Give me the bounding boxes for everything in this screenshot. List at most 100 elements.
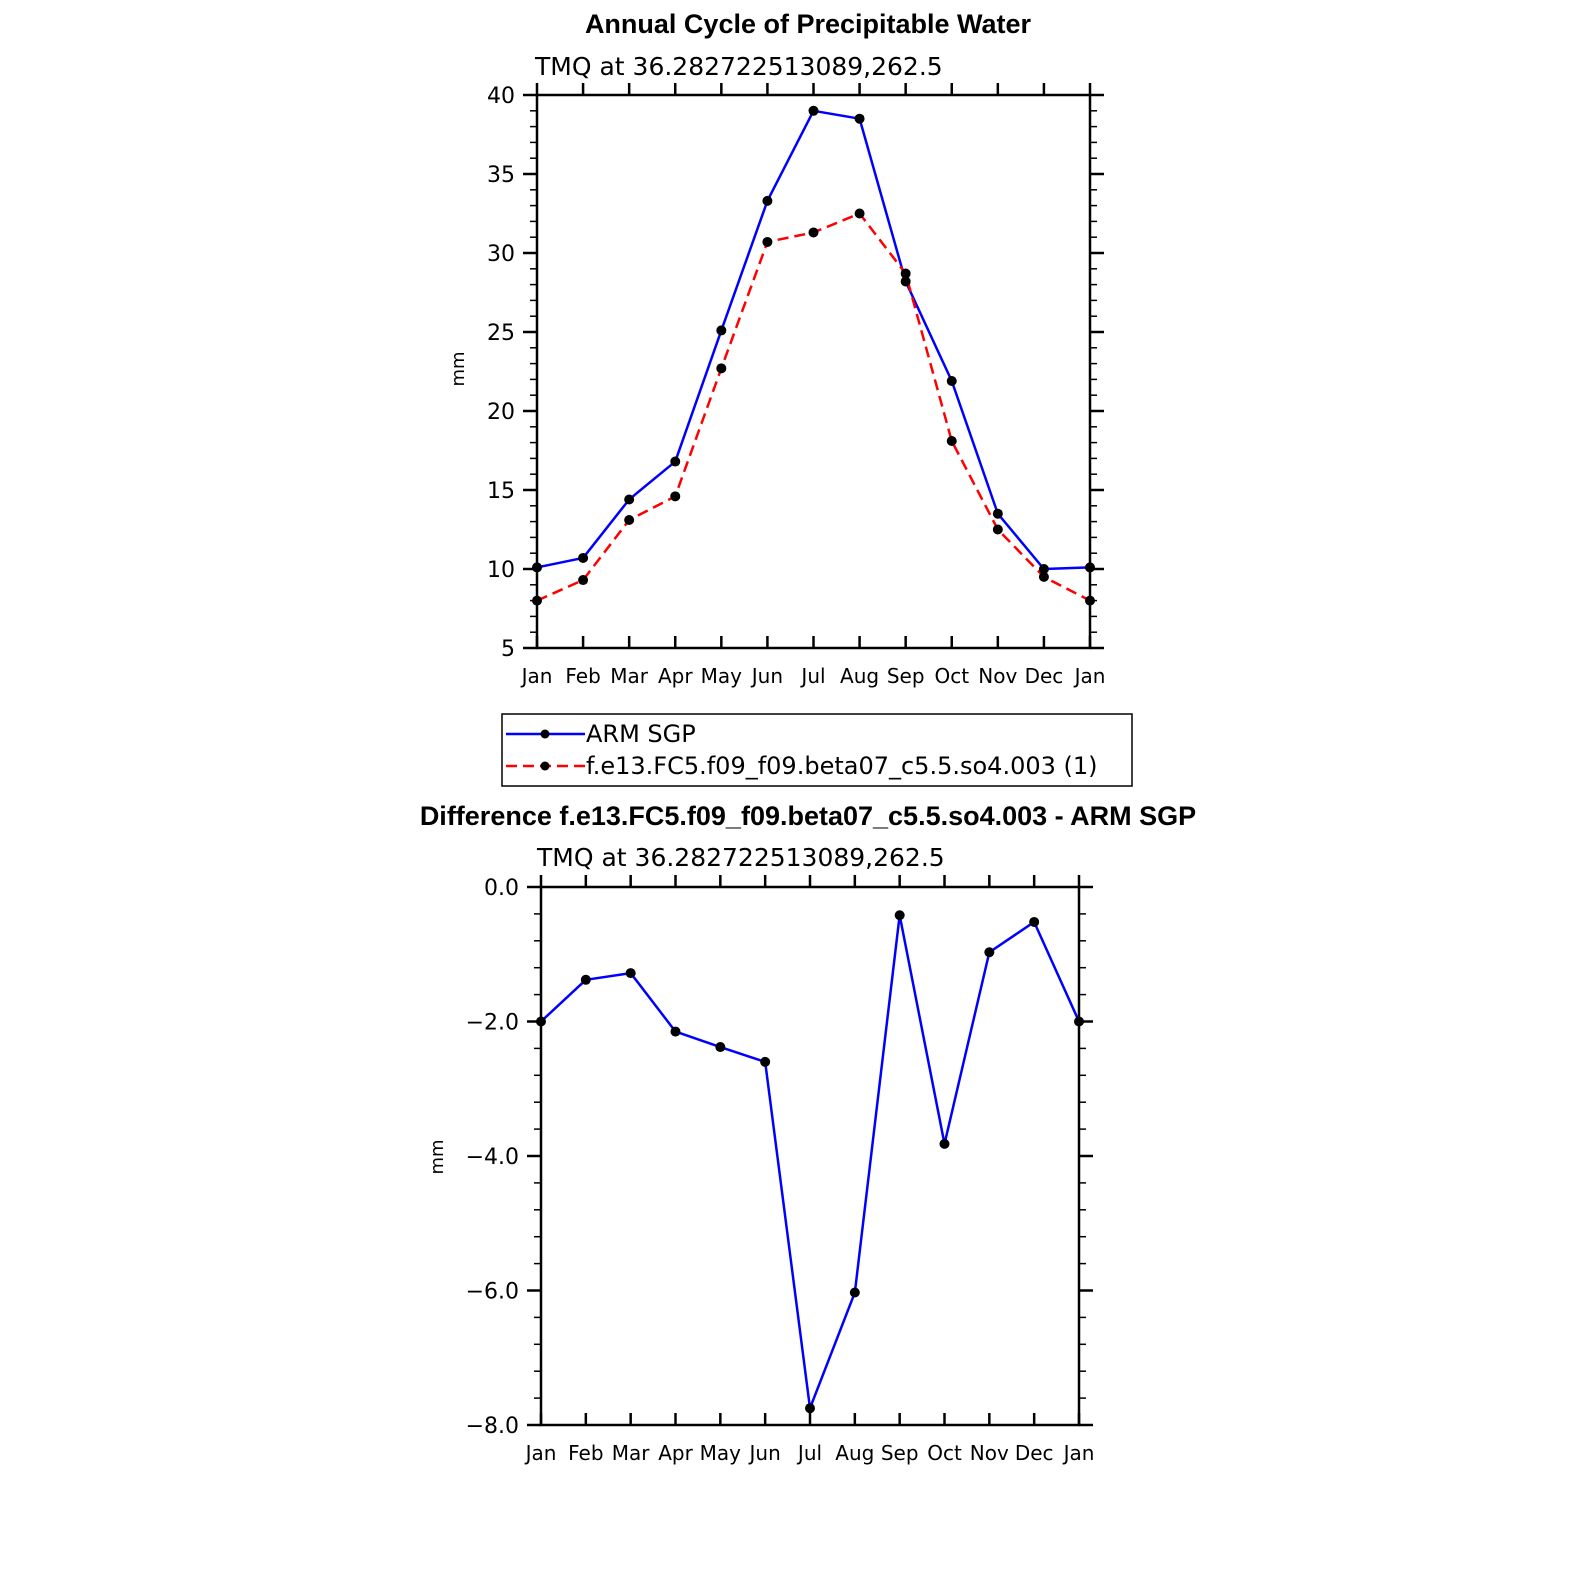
top-point-arm-sgp	[808, 105, 819, 116]
top-x-tick-label: Dec	[1025, 664, 1064, 688]
top-point-arm-sgp	[624, 494, 635, 505]
top-point-arm-sgp	[900, 276, 911, 287]
difference-point-series-0	[1029, 916, 1040, 927]
top-point-f-e13-fc5-f09-f09-beta07-c5-5-so4-003-1	[578, 575, 589, 586]
top-y-tick-label: 10	[487, 558, 515, 583]
chart-title: Annual Cycle of Precipitable Water	[585, 9, 1032, 39]
difference-panel: Difference f.e13.FC5.f09_f09.beta07_c5.5…	[420, 801, 1196, 1465]
legend: ARM SGP f.e13.FC5.f09_f09.beta07_c5.5.so…	[501, 713, 1133, 787]
chart-subtitle: TMQ at 36.282722513089,262.5	[534, 52, 943, 81]
difference-y-tick-label: −2.0	[466, 1011, 519, 1036]
top-line-arm-sgp	[536, 109, 1091, 571]
top-point-f-e13-fc5-f09-f09-beta07-c5-5-so4-003-1	[1085, 595, 1095, 606]
difference-x-tick-label: Mar	[612, 1441, 651, 1465]
difference-point-series-0	[984, 947, 995, 958]
top-point-f-e13-fc5-f09-f09-beta07-c5-5-so4-003-1	[670, 491, 681, 502]
top-point-f-e13-fc5-f09-f09-beta07-c5-5-so4-003-1	[946, 436, 957, 447]
difference-y-tick-label: −8.0	[466, 1414, 519, 1439]
difference-point-series-0	[715, 1042, 726, 1053]
series-markers	[532, 105, 1095, 606]
top-point-f-e13-fc5-f09-f09-beta07-c5-5-so4-003-1	[762, 236, 773, 247]
top-point-f-e13-fc5-f09-f09-beta07-c5-5-so4-003-1	[532, 595, 542, 606]
top-line-f-e13-fc5-f09-f09-beta07-c5-5-so4-003-1	[536, 212, 1091, 602]
axis-ticks: Jan Feb Mar Apr May Jun Jul Aug Sep Oct Nov Dec Jan5…	[487, 83, 1105, 688]
top-y-tick-label: 40	[487, 84, 515, 109]
difference-x-tick-label: Aug	[835, 1441, 874, 1465]
top-y-tick-label: 25	[487, 321, 515, 346]
top-point-arm-sgp	[1038, 564, 1049, 574]
top-y-tick-label: 15	[487, 479, 515, 504]
difference-x-tick-label: Dec	[1015, 1441, 1054, 1465]
difference-point-series-0	[625, 968, 636, 979]
difference-point-series-0	[1074, 1016, 1084, 1027]
difference-point-series-0	[536, 1016, 546, 1027]
difference-x-tick-label: Jun	[748, 1441, 781, 1465]
top-point-arm-sgp	[578, 552, 589, 563]
difference-subtitle: TMQ at 36.282722513089,262.5	[536, 843, 945, 872]
top-x-tick-label: Oct	[934, 664, 969, 688]
y-axis-label: mm	[448, 351, 469, 386]
top-point-arm-sgp	[762, 195, 773, 206]
legend-marker-arm-sgp	[540, 729, 550, 739]
top-x-tick-label: Nov	[978, 664, 1017, 688]
difference-plot-frame	[539, 885, 1081, 1427]
series-lines	[536, 109, 1091, 602]
top-point-arm-sgp	[854, 113, 865, 124]
legend-box	[501, 713, 1133, 787]
top-point-arm-sgp	[946, 375, 957, 386]
top-x-tick-label: May	[701, 664, 743, 688]
difference-point-series-0	[894, 910, 905, 921]
difference-x-tick-label: Sep	[881, 1441, 919, 1465]
plot-frame	[535, 93, 1092, 650]
top-y-tick-label: 5	[501, 637, 515, 662]
top-point-f-e13-fc5-f09-f09-beta07-c5-5-so4-003-1	[854, 208, 865, 219]
top-x-tick-label: Apr	[658, 664, 693, 688]
top-x-tick-label: Jan	[1073, 664, 1106, 688]
top-point-f-e13-fc5-f09-f09-beta07-c5-5-so4-003-1	[624, 515, 635, 526]
difference-x-tick-label: Nov	[970, 1441, 1009, 1465]
difference-x-tick-label: Apr	[658, 1441, 693, 1465]
difference-y-tick-label: −6.0	[466, 1280, 519, 1305]
top-point-arm-sgp	[716, 325, 727, 336]
difference-point-series-0	[849, 1287, 860, 1298]
difference-y-tick-label: 0.0	[484, 876, 519, 901]
difference-x-tick-label: Jul	[796, 1441, 822, 1465]
legend-label-arm-sgp: ARM SGP	[586, 720, 696, 748]
top-point-f-e13-fc5-f09-f09-beta07-c5-5-so4-003-1	[808, 227, 819, 238]
legend-label-model: f.e13.FC5.f09_f09.beta07_c5.5.so4.003 (1…	[586, 752, 1098, 780]
difference-point-series-0	[580, 974, 591, 985]
difference-series-line	[540, 913, 1081, 1410]
top-y-tick-label: 20	[487, 400, 515, 425]
top-x-tick-label: Mar	[610, 664, 649, 688]
top-point-arm-sgp	[532, 562, 542, 573]
top-x-tick-label: Sep	[887, 664, 925, 688]
difference-point-series-0	[805, 1403, 815, 1414]
difference-x-tick-label: Oct	[927, 1441, 962, 1465]
top-x-tick-label: Jul	[799, 664, 825, 688]
top-point-arm-sgp	[992, 508, 1003, 519]
difference-point-series-0	[760, 1056, 771, 1067]
top-point-f-e13-fc5-f09-f09-beta07-c5-5-so4-003-1	[716, 363, 727, 374]
legend-marker-model	[540, 761, 550, 771]
difference-x-tick-label: May	[700, 1441, 742, 1465]
top-y-tick-label: 30	[487, 242, 515, 267]
difference-axis-ticks: Jan Feb Mar Apr May Jun Jul Aug Sep Oct Nov Dec Jan 0…	[466, 875, 1095, 1465]
annual-cycle-panel: Annual Cycle of Precipitable Water TMQ a…	[448, 9, 1105, 688]
difference-x-tick-label: Feb	[568, 1441, 603, 1465]
top-x-tick-label: Aug	[840, 664, 879, 688]
top-y-tick-label: 35	[487, 163, 515, 188]
difference-y-tick-label: −4.0	[466, 1145, 519, 1170]
top-point-arm-sgp	[670, 456, 681, 467]
difference-x-tick-label: Jan	[1062, 1441, 1095, 1465]
difference-y-axis-label: mm	[427, 1139, 448, 1174]
top-x-tick-label: Feb	[565, 664, 600, 688]
top-x-tick-label: Jun	[750, 664, 783, 688]
difference-series-markers	[536, 910, 1084, 1414]
top-point-f-e13-fc5-f09-f09-beta07-c5-5-so4-003-1	[1038, 571, 1049, 582]
top-point-f-e13-fc5-f09-f09-beta07-c5-5-so4-003-1	[992, 524, 1003, 535]
difference-x-tick-label: Jan	[524, 1441, 557, 1465]
top-x-tick-label: Jan	[520, 664, 553, 688]
difference-point-series-0	[670, 1026, 681, 1037]
top-point-arm-sgp	[1085, 562, 1095, 573]
